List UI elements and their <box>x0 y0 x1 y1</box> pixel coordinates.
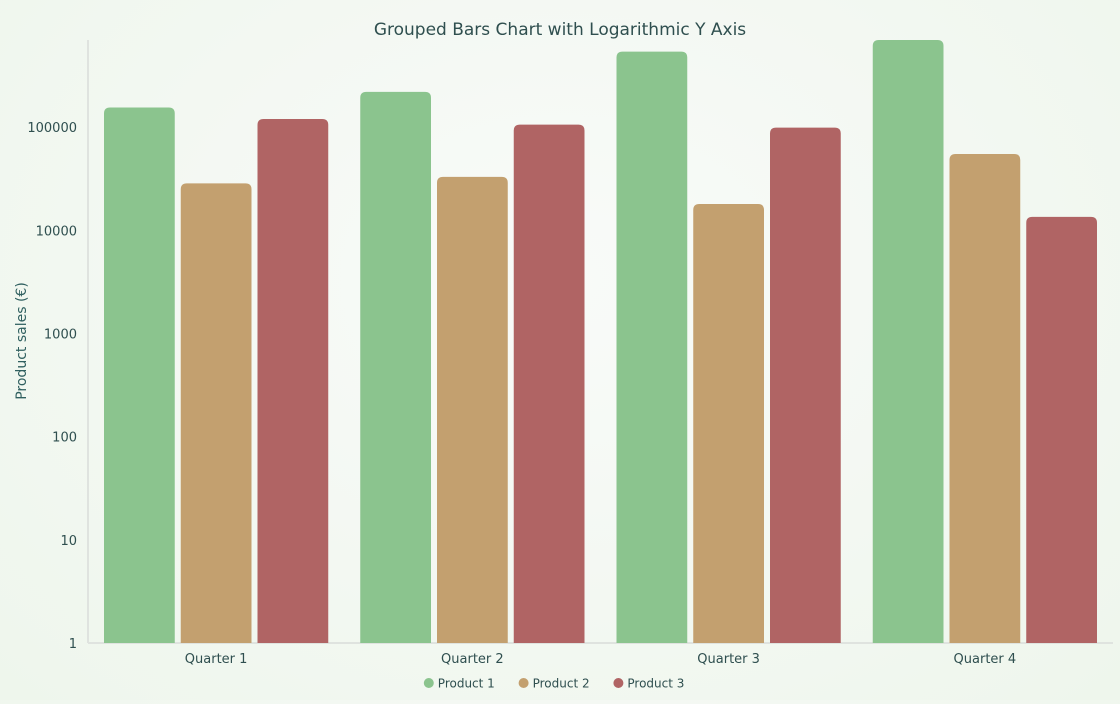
y-tick-label: 100000 <box>27 121 77 136</box>
x-tick-label: Quarter 1 <box>185 652 248 667</box>
bar-product-1-quarter-3[interactable] <box>616 51 688 643</box>
legend-item-product-1[interactable]: Product 1 <box>423 677 495 691</box>
bar-product-2-quarter-3[interactable] <box>693 204 764 643</box>
y-tick-label: 10000 <box>36 224 77 239</box>
legend-item-product-3[interactable]: Product 3 <box>613 677 684 691</box>
bar-product-1-quarter-4[interactable] <box>872 40 944 643</box>
x-tick-label: Quarter 4 <box>954 652 1017 667</box>
y-tick-label: 100 <box>52 431 77 446</box>
y-tick-label: 10 <box>60 534 77 549</box>
y-axis-ticks: 1 10 100 1000 10000 100000 <box>27 121 77 652</box>
x-axis-ticks: Quarter 1 Quarter 2 Quarter 3 Quarter 4 <box>185 652 1016 667</box>
legend-label: Product 1 <box>438 677 495 691</box>
bar-product-2-quarter-1[interactable] <box>180 183 252 643</box>
y-tick-label: 1000 <box>44 328 77 343</box>
bar-product-3-quarter-1[interactable] <box>257 119 329 644</box>
legend-label: Product 2 <box>533 677 590 691</box>
legend-item-product-2[interactable]: Product 2 <box>518 677 590 691</box>
legend-marker <box>423 678 434 688</box>
bar-product-3-quarter-3[interactable] <box>770 127 841 644</box>
bar-groups <box>104 40 1097 644</box>
y-axis-title: Product sales (€) <box>14 282 30 400</box>
chart-title: Grouped Bars Chart with Logarithmic Y Ax… <box>374 20 746 40</box>
bar-product-3-quarter-4[interactable] <box>1026 216 1097 643</box>
bar-product-3-quarter-2[interactable] <box>513 124 585 644</box>
x-tick-label: Quarter 3 <box>697 652 760 667</box>
bar-product-1-quarter-1[interactable] <box>104 107 175 643</box>
legend-label: Product 3 <box>627 677 684 691</box>
legend-marker <box>518 678 529 688</box>
legend-marker <box>613 678 624 688</box>
legend: Product 1 Product 2 Product 3 <box>423 677 684 691</box>
bar-product-1-quarter-2[interactable] <box>360 91 431 644</box>
y-tick-label: 1 <box>69 637 77 652</box>
x-tick-label: Quarter 2 <box>441 652 504 667</box>
bar-product-2-quarter-4[interactable] <box>949 153 1021 644</box>
bar-product-2-quarter-2[interactable] <box>437 176 508 643</box>
